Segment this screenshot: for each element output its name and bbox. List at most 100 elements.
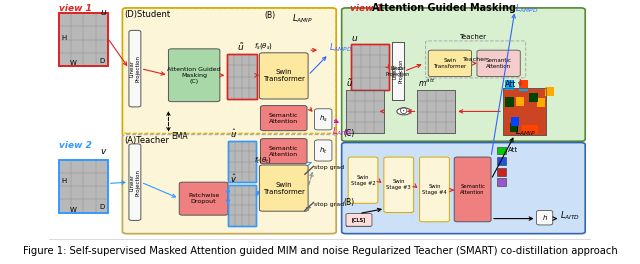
Text: $u$: $u$ (100, 7, 107, 17)
Bar (392, 42, 404, 100)
Bar (520, 80, 528, 89)
Text: (A)Teacher: (A)Teacher (124, 135, 169, 145)
Text: H: H (61, 35, 67, 41)
FancyBboxPatch shape (259, 165, 308, 211)
Bar (59, 160, 108, 213)
Text: Att: Att (508, 148, 518, 153)
Text: view 2: view 2 (59, 141, 92, 150)
FancyBboxPatch shape (260, 106, 307, 131)
Text: Teacher: Teacher (463, 57, 488, 62)
Text: Swin
Stage #4: Swin Stage #4 (422, 184, 447, 195)
Bar (392, 42, 404, 100)
Bar (228, 185, 256, 226)
Text: Semantic
Attention: Semantic Attention (460, 184, 485, 195)
Bar (392, 42, 404, 100)
Text: $v$: $v$ (100, 147, 107, 157)
Text: (B): (B) (343, 197, 355, 207)
Text: Attention Guided Masking: Attention Guided Masking (372, 3, 516, 13)
FancyBboxPatch shape (129, 144, 141, 220)
Text: $\tilde{u}$: $\tilde{u}$ (346, 77, 353, 89)
Bar (522, 125, 531, 134)
FancyBboxPatch shape (342, 143, 585, 234)
Bar (351, 44, 389, 90)
Bar (497, 178, 506, 186)
Text: $h_s$: $h_s$ (319, 114, 328, 124)
Bar (417, 90, 455, 133)
Text: Swin
Stage #2: Swin Stage #2 (351, 175, 376, 186)
FancyBboxPatch shape (315, 140, 332, 161)
Text: Swin
Transformer: Swin Transformer (433, 58, 467, 69)
Text: D: D (99, 58, 104, 64)
FancyBboxPatch shape (122, 8, 336, 234)
Bar (59, 160, 108, 213)
Bar (545, 87, 554, 96)
FancyBboxPatch shape (346, 214, 372, 226)
Text: W: W (70, 207, 77, 213)
Bar (228, 141, 256, 182)
Text: Teacher: Teacher (459, 34, 486, 40)
Text: (C): (C) (343, 129, 355, 138)
Text: H: H (61, 178, 67, 184)
Text: $h$: $h$ (541, 213, 548, 222)
FancyBboxPatch shape (260, 139, 307, 164)
Bar (516, 97, 524, 106)
Bar (346, 214, 371, 226)
Bar (497, 168, 506, 176)
Text: $L_{AMIP}$: $L_{AMIP}$ (515, 126, 536, 138)
Bar (417, 90, 455, 133)
Text: $L_{AITD}$: $L_{AITD}$ (332, 126, 352, 138)
Bar (529, 93, 538, 102)
Text: Swin
Transformer: Swin Transformer (263, 182, 305, 195)
Bar (228, 185, 256, 226)
Text: $L_{AMPD}$: $L_{AMPD}$ (329, 42, 352, 54)
Text: $\tilde{u}$: $\tilde{u}$ (237, 41, 244, 53)
Bar (351, 44, 389, 90)
Bar (503, 88, 547, 135)
Bar (497, 147, 506, 154)
FancyBboxPatch shape (129, 30, 141, 107)
FancyBboxPatch shape (315, 109, 332, 130)
Text: $h_t$: $h_t$ (319, 145, 328, 155)
FancyBboxPatch shape (168, 49, 220, 102)
Text: $m^{att}$: $m^{att}$ (418, 76, 435, 89)
Text: Linear
Projection: Linear Projection (129, 55, 140, 82)
Text: view 1: view 1 (59, 3, 92, 13)
Text: Linear
Projection: Linear Projection (129, 169, 140, 196)
Text: D: D (99, 204, 104, 210)
Text: view 1: view 1 (350, 3, 383, 13)
Text: EMA: EMA (171, 131, 188, 141)
Text: Swin
Transformer: Swin Transformer (263, 69, 305, 82)
Bar (59, 13, 108, 66)
FancyBboxPatch shape (536, 210, 553, 225)
FancyBboxPatch shape (420, 157, 449, 222)
Bar (346, 90, 384, 133)
Bar (505, 97, 514, 107)
Bar (497, 157, 506, 165)
Text: W: W (70, 60, 77, 67)
Text: Linear
Projection: Linear Projection (392, 59, 403, 83)
Text: Semantic
Attention: Semantic Attention (269, 146, 298, 157)
Text: [CLS]: [CLS] (351, 218, 365, 222)
Text: $\hat{u}$: $\hat{u}$ (230, 128, 237, 140)
FancyBboxPatch shape (454, 157, 491, 222)
Text: $u$: $u$ (351, 34, 358, 43)
Text: Attention Guided
Masking
(C): Attention Guided Masking (C) (167, 67, 221, 83)
Text: [CLS]: [CLS] (352, 218, 366, 222)
Bar (505, 81, 514, 90)
FancyBboxPatch shape (342, 8, 585, 141)
Text: $L_{AMPD}$: $L_{AMPD}$ (515, 3, 538, 15)
Bar (537, 98, 545, 107)
Bar (503, 88, 547, 135)
FancyBboxPatch shape (477, 50, 520, 77)
Text: $L_{AMIP}$: $L_{AMIP}$ (292, 12, 313, 25)
Text: Att: Att (504, 79, 516, 89)
Bar (227, 54, 257, 99)
Circle shape (397, 108, 411, 115)
FancyBboxPatch shape (384, 157, 413, 213)
Text: Semantic
Attention: Semantic Attention (486, 58, 511, 69)
Text: (D)Student: (D)Student (124, 10, 170, 19)
Bar (529, 125, 538, 134)
Text: $L_{AITD}$: $L_{AITD}$ (560, 210, 580, 222)
FancyBboxPatch shape (428, 50, 472, 77)
Text: $\hat{v}$: $\hat{v}$ (230, 172, 237, 185)
